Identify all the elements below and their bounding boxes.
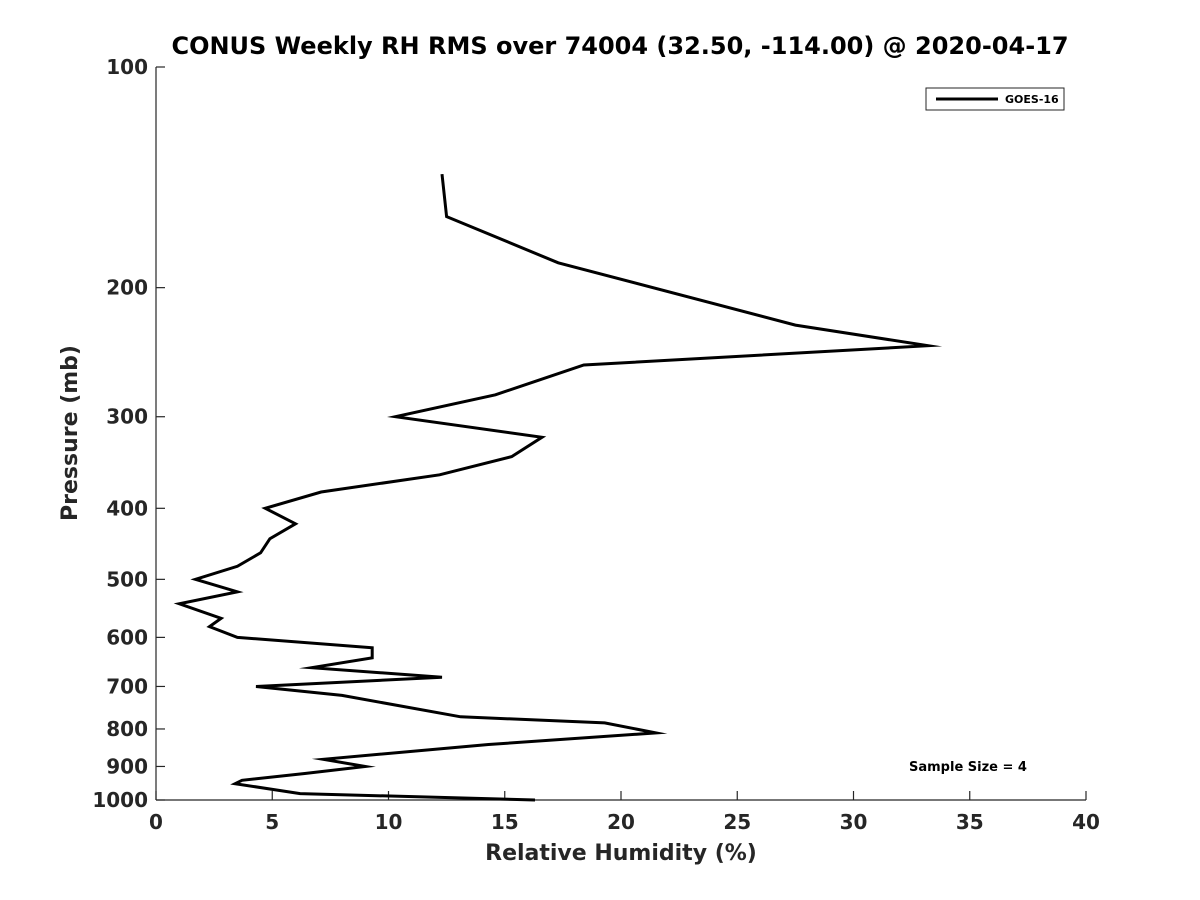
y-axis-label: Pressure (mb) — [58, 345, 83, 521]
y-tick-label: 300 — [106, 405, 148, 429]
x-ticks: 0 5 10 15 20 25 30 35 40 — [149, 791, 1100, 834]
x-tick-label: 20 — [607, 810, 635, 834]
series-line-goes-16 — [173, 173, 943, 802]
y-tick-label: 500 — [106, 567, 148, 591]
series-layer — [173, 173, 943, 802]
chart-title: CONUS Weekly RH RMS over 74004 (32.50, -… — [171, 32, 1068, 60]
y-tick-label: 900 — [106, 754, 148, 778]
x-tick-label: 40 — [1072, 810, 1100, 834]
x-tick-label: 10 — [375, 810, 403, 834]
x-axis-label: Relative Humidity (%) — [485, 841, 757, 866]
sample-size-annotation: Sample Size = 4 — [909, 760, 1027, 775]
y-tick-label: 600 — [106, 625, 148, 649]
y-tick-label: 400 — [106, 496, 148, 520]
y-tick-label: 1000 — [92, 788, 148, 812]
y-tick-label: 800 — [106, 717, 148, 741]
x-tick-label: 30 — [840, 810, 868, 834]
y-tick-label: 200 — [106, 276, 148, 300]
legend: GOES-16 — [925, 87, 1065, 111]
x-tick-label: 15 — [491, 810, 519, 834]
legend-entry-goes-16: GOES-16 — [1005, 93, 1059, 106]
x-tick-label: 5 — [265, 810, 279, 834]
y-tick-label: 700 — [106, 674, 148, 698]
y-ticks: 100 200 300 400 500 600 700 800 900 1000 — [92, 55, 165, 812]
x-tick-label: 0 — [149, 810, 163, 834]
y-tick-label: 100 — [106, 55, 148, 79]
x-tick-label: 25 — [723, 810, 751, 834]
x-tick-label: 35 — [956, 810, 984, 834]
